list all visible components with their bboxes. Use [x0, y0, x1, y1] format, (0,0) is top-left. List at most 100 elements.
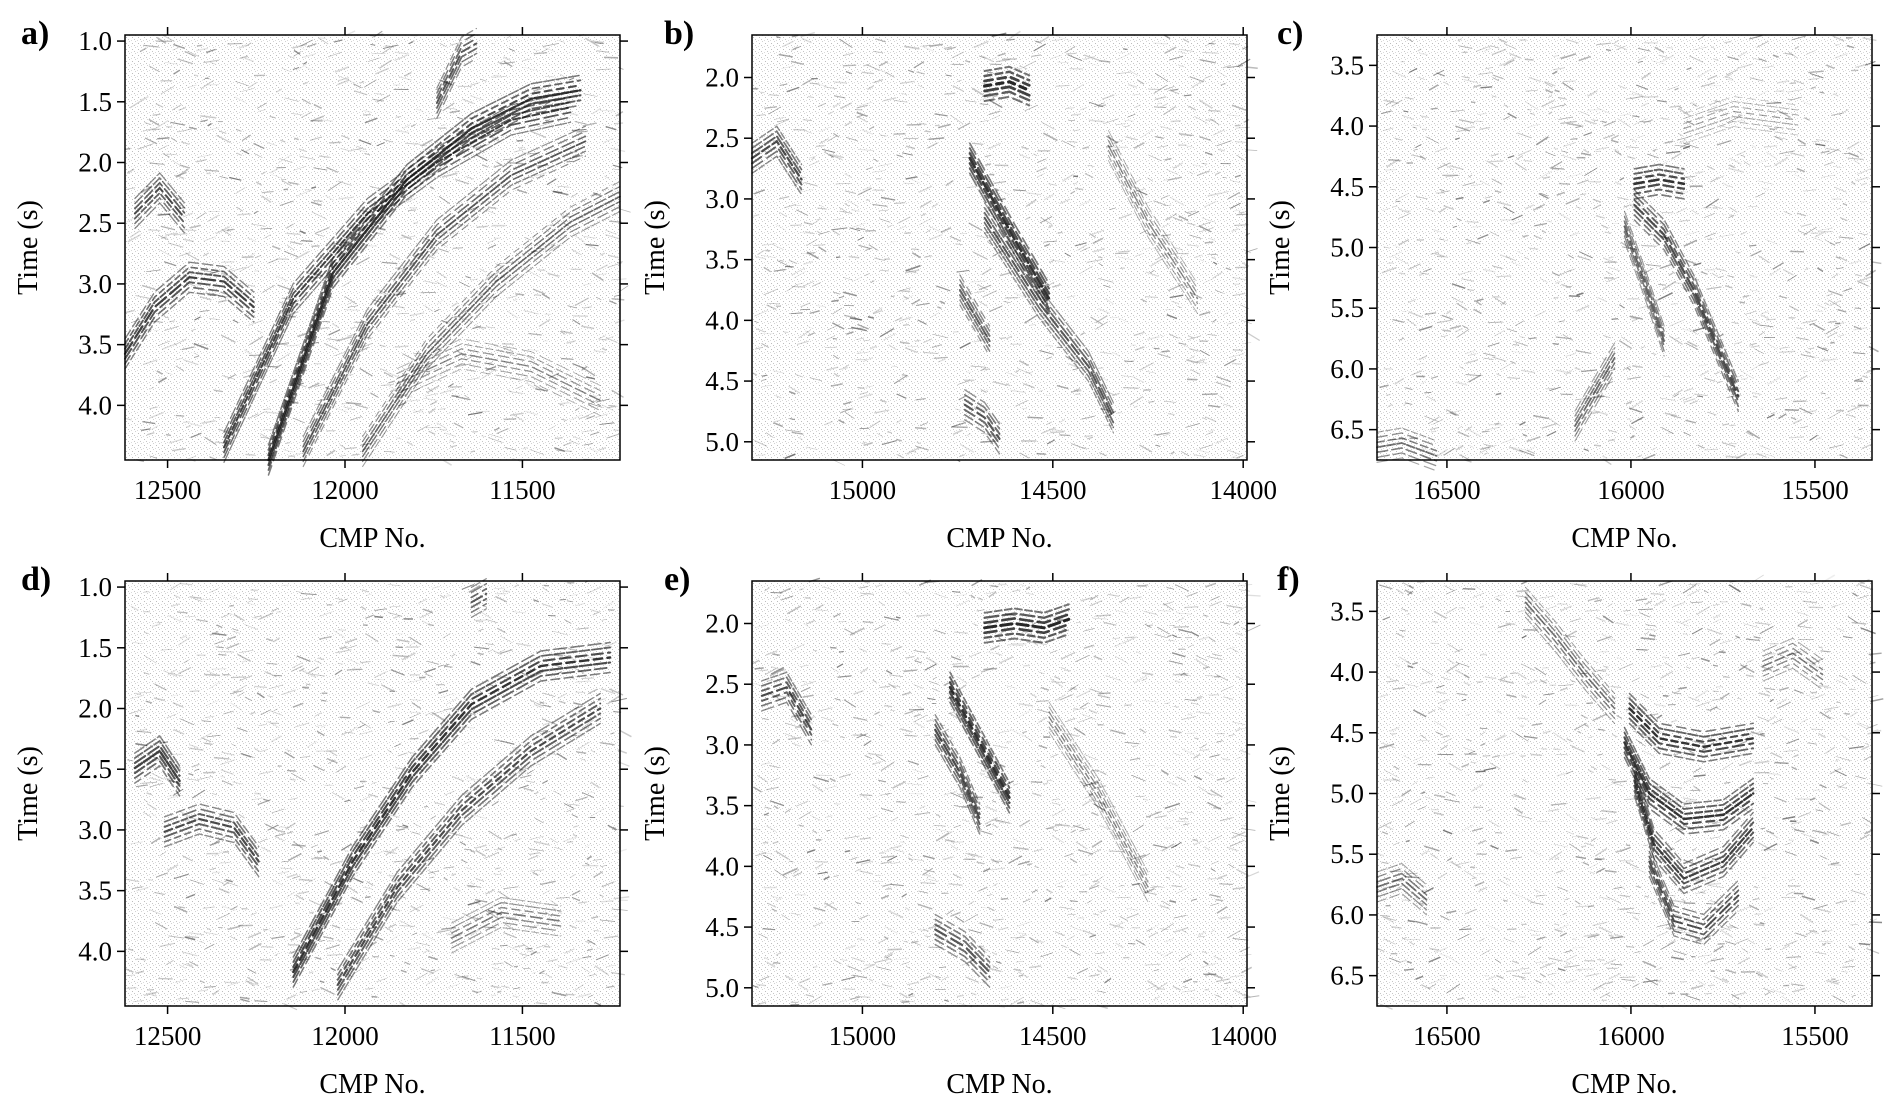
noise-wavelet — [1108, 391, 1116, 396]
noise-wavelet — [1115, 123, 1127, 126]
noise-wavelet — [1553, 748, 1561, 751]
noise-wavelet — [1711, 46, 1716, 50]
noise-wavelet — [584, 224, 594, 230]
noise-wavelet — [959, 454, 965, 458]
noise-wavelet — [554, 447, 565, 452]
noise-wavelet — [906, 446, 921, 455]
noise-wavelet — [937, 306, 942, 310]
noise-wavelet — [297, 331, 312, 338]
reflection-event — [983, 221, 1115, 424]
noise-wavelet — [528, 332, 542, 336]
y-axis-ticks: 2.02.53.03.54.04.55.0 — [705, 63, 1255, 457]
reflection-event — [302, 155, 586, 468]
y-tick-label: 5.0 — [1330, 233, 1364, 263]
noise-wavelet — [410, 123, 416, 128]
noise-wavelet — [1436, 449, 1448, 458]
noise-wavelet — [1750, 345, 1760, 348]
noise-wavelet — [1208, 110, 1221, 112]
noise-wavelet — [596, 68, 612, 71]
noise-wavelet — [1718, 233, 1735, 238]
noise-wavelet — [1046, 779, 1053, 782]
reflection-event — [963, 408, 1001, 445]
noise-wavelet — [401, 234, 412, 240]
noise-wavelet — [970, 365, 986, 368]
noise-wavelet — [286, 769, 296, 772]
noise-wavelet — [1737, 119, 1745, 122]
noise-wavelet — [917, 319, 927, 325]
noise-wavelet — [583, 93, 598, 97]
noise-wavelet — [798, 436, 803, 441]
noise-wavelet — [1462, 181, 1476, 187]
noise-wavelet — [921, 455, 933, 461]
noise-wavelet — [1584, 119, 1597, 125]
noise-wavelet — [874, 409, 890, 414]
noise-wavelet — [993, 187, 999, 192]
noise-wavelet — [1383, 246, 1390, 249]
noise-wavelet — [1173, 217, 1183, 222]
noise-wavelet — [880, 196, 896, 201]
noise-wavelet — [791, 46, 798, 51]
noise-wavelet — [1177, 50, 1187, 55]
noise-wavelet — [209, 318, 221, 320]
noise-wavelet — [1180, 450, 1190, 457]
noise-wavelet — [382, 44, 399, 50]
noise-wavelet — [1602, 257, 1617, 264]
y-tick-label: 3.5 — [705, 791, 739, 821]
noise-wavelet — [1236, 455, 1244, 459]
noise-wavelet — [1775, 90, 1785, 93]
y-axis-label: Time (s) — [1265, 200, 1296, 295]
noise-wavelet — [158, 249, 172, 257]
noise-wavelet — [595, 398, 610, 403]
noise-wavelet — [819, 138, 829, 145]
noise-wavelet — [288, 181, 299, 186]
noise-wavelet — [173, 232, 188, 236]
noise-wavelet — [1038, 35, 1050, 44]
noise-wavelet — [1666, 46, 1674, 49]
noise-wavelet — [467, 411, 483, 416]
noise-wavelet — [582, 366, 596, 377]
noise-wavelet — [254, 411, 265, 418]
noise-wavelet — [196, 159, 207, 163]
noise-wavelet — [496, 161, 503, 167]
noise-wavelet — [1630, 138, 1637, 143]
noise-wavelet — [1043, 193, 1055, 201]
noise-wavelet — [1003, 301, 1011, 304]
noise-wavelet — [801, 37, 812, 44]
noise-wavelet — [885, 72, 895, 78]
noise-wavelet — [1023, 664, 1031, 667]
noise-wavelet — [1775, 397, 1788, 400]
noise-wavelet — [1121, 375, 1135, 378]
noise-wavelet — [331, 322, 340, 329]
noise-wavelet — [598, 335, 606, 340]
noise-wavelet — [844, 411, 855, 419]
noise-wavelet — [886, 887, 892, 890]
noise-wavelet — [1116, 71, 1131, 75]
noise-wavelet — [394, 345, 409, 348]
noise-wavelet — [754, 439, 768, 447]
noise-wavelet — [485, 271, 500, 281]
noise-wavelet — [987, 142, 1002, 150]
seismic-section — [1376, 574, 1884, 1010]
noise-wavelet — [791, 267, 806, 276]
noise-wavelet — [1731, 321, 1739, 325]
noise-wavelet — [1419, 52, 1428, 56]
reflection-event — [968, 147, 1050, 290]
noise-wavelet — [1074, 187, 1084, 191]
noise-wavelet — [364, 117, 378, 124]
reflection-event — [133, 186, 186, 219]
noise-wavelet — [1145, 296, 1158, 298]
reflection-event — [968, 142, 1050, 285]
noise-wavelet — [1490, 45, 1500, 49]
noise-wavelet — [899, 840, 906, 844]
noise-wavelet — [268, 258, 279, 264]
noise-wavelet — [1423, 268, 1432, 273]
noise-wavelet — [1854, 380, 1864, 382]
noise-wavelet — [773, 268, 786, 272]
noise-wavelet — [287, 244, 295, 251]
reflection-event — [123, 276, 255, 355]
noise-wavelet — [838, 650, 844, 653]
noise-wavelet — [763, 288, 779, 296]
noise-wavelet — [932, 333, 949, 339]
noise-wavelet — [421, 138, 434, 147]
noise-wavelet — [1787, 274, 1797, 282]
